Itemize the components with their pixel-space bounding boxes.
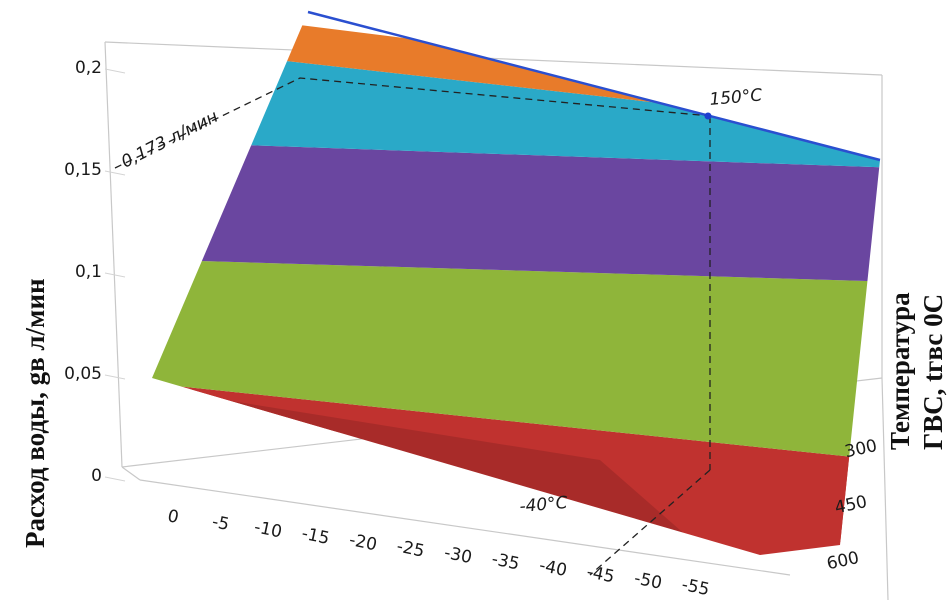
x-tick-label: -40 xyxy=(537,556,568,581)
annotation-temperature: 150°C xyxy=(709,85,763,110)
x-tick-label: 0 xyxy=(166,506,181,528)
x-tick-label: -15 xyxy=(300,524,331,549)
y-gridlines xyxy=(104,68,126,482)
y-axis-label: Расход воды, gв л/мин xyxy=(20,278,50,548)
x-axis-line xyxy=(139,479,791,576)
y-gridline xyxy=(104,68,126,74)
y-gridline xyxy=(104,170,126,176)
x-tick-label: -25 xyxy=(395,536,426,561)
z-tick-label: 600 xyxy=(825,548,861,574)
y-gridline xyxy=(104,272,126,278)
annotation-lines xyxy=(114,77,711,576)
y-tick-label: 0,15 xyxy=(64,160,102,180)
y-tick-label: 0,05 xyxy=(64,364,102,384)
x-tick-label: -45 xyxy=(585,562,616,587)
x-tick-label: -20 xyxy=(347,530,378,555)
z-axis-label-line2: ГВС, tгвс 0С xyxy=(918,294,948,450)
annotation-flow: 0,173 л/мин xyxy=(118,107,221,173)
surface-edge xyxy=(307,10,881,162)
surface-band xyxy=(152,140,880,282)
z-axis-label-line1: Температура xyxy=(885,292,915,450)
x-tick-label: -10 xyxy=(252,517,283,542)
annotation-point xyxy=(704,112,712,120)
surface-band xyxy=(152,40,880,168)
x-tick-label: -50 xyxy=(632,568,663,593)
y-tick-labels: 0 0,05 0,1 0,15 0,2 xyxy=(64,58,102,486)
x-tick-label: -35 xyxy=(490,549,521,574)
y-tick-label: 0,2 xyxy=(75,58,102,78)
surface-plot xyxy=(152,12,880,555)
y-tick-label: 0,1 xyxy=(75,262,102,282)
y-gridline xyxy=(104,476,126,482)
x-tick-label: -30 xyxy=(442,543,473,568)
x-tick-labels: 0 -5 -10 -15 -20 -25 -30 -35 -40 -45 -50 -55 xyxy=(166,506,712,600)
y-tick-label: 0 xyxy=(91,466,102,486)
x-tick-label: -5 xyxy=(210,512,231,535)
x-tick-label: -55 xyxy=(680,575,711,600)
surface-band xyxy=(152,258,880,462)
annotation-outdoor: -40°C xyxy=(519,493,569,517)
y-gridline xyxy=(104,374,126,380)
